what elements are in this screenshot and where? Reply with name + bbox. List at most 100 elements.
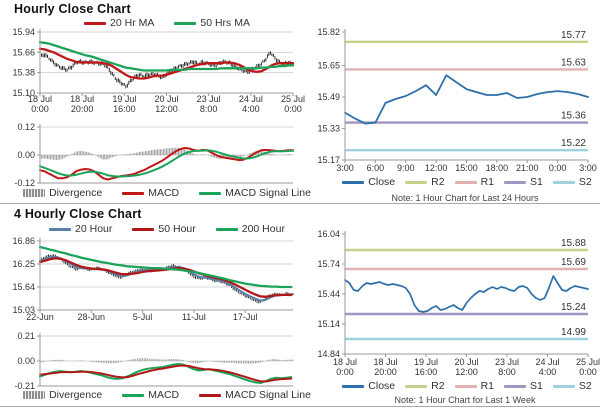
x-axis-tick-label: 16:00 [113,104,136,114]
fourhourly-chart-title: 4 Hourly Close Chart [14,207,142,221]
x-axis-tick-label: 18:00 [486,163,509,173]
x-axis-tick-label: 18 Jul [28,94,52,104]
x-axis-tick-label: 9:00 [397,163,415,173]
line-swatch-icon [552,180,575,184]
legend-item: Close [342,176,395,188]
x-axis-tick-label: 15:00 [455,163,478,173]
legend-label: MACD Signal Line [225,389,311,401]
legend-item: S2 [552,380,592,392]
y-axis-tick-label: 15.17 [317,155,340,165]
legend-item: Close [342,380,395,392]
x-axis-tick-label: 23 Jul [495,357,519,367]
24h-support-resistance-chart: 15.77 15.63 15.36 15.22 15.82 15.65 15.49 15.33… [317,27,597,173]
line-swatch-icon [552,384,575,388]
legend-label: 50 Hrs MA [200,17,250,29]
x-axis-tick-label: 21:00 [516,163,539,173]
x-axis-tick-label: 0:00 [549,163,567,173]
x-axis-tick-label: 5-Jul [133,312,153,322]
x-axis-tick-label: 3:00 [579,163,597,173]
legend-item: 20 Hour [49,223,112,235]
level-label: 15.36 [561,111,586,122]
x-axis-tick-label: 19 Jul [414,357,438,367]
hourly-macd-legend: Divergence MACD MACD Signal Line [0,187,311,199]
legend-item: S1 [504,380,543,392]
line-swatch-icon [122,191,145,195]
week-support-resistance-chart: 15.88 15.69 15.24 14.99 16.04 15.74 15.44 15.14… [317,229,600,377]
legend-item: 20 Hr MA [84,17,154,29]
legend-label: 200 Hour [241,223,285,235]
legend-label: R2 [431,380,445,392]
x-axis-tick-label: 3:00 [336,163,354,173]
legend-label: S1 [530,380,543,392]
line-swatch-icon [405,384,428,388]
y-axis-tick-label: 15.64 [12,282,35,292]
legend-label: 20 Hour [75,223,113,235]
hourly-macd-chart: 0.12 0.00 -0.12 [14,122,294,188]
y-axis-tick-label: 15.14 [317,319,340,329]
legend-label: R1 [480,176,495,188]
histogram-swatch-icon [23,189,46,197]
24h-chart-note: Note: 1 Hour Chart for Last 24 Hours [391,193,539,203]
y-axis-tick-label: 15.49 [317,92,340,102]
legend-label: Divergence [49,389,103,401]
line-swatch-icon [84,21,107,25]
x-axis-tick-label: 18 Jul [70,94,94,104]
level-label: 15.77 [561,30,586,41]
legend-label: R1 [480,380,495,392]
y-axis-tick-label: 15.82 [317,27,340,37]
x-axis-tick-label: 23 Jul [197,94,221,104]
legend-item: MACD Signal Line [199,187,311,199]
x-axis-tick-label: 20 Jul [454,357,478,367]
y-axis-tick-label: 16.04 [317,229,340,239]
histogram-swatch-icon [23,391,46,399]
x-axis-tick-label: 11-Jul [182,312,206,322]
line-swatch-icon [454,384,477,388]
section-divider [0,203,600,204]
legend-item: MACD [122,187,179,199]
legend-label: S2 [578,380,592,392]
x-axis-tick-label: 12:00 [155,104,178,114]
x-axis-tick-label: 0:00 [336,367,354,377]
week-chart-note: Note: 1 Hour Chart for Last 1 Week [394,395,536,405]
fourhourly-macd-chart: 0.21 0.00 -0.21 [14,331,294,391]
x-axis-tick-label: 8:00 [498,367,516,377]
legend-item: Divergence [23,187,102,199]
fourhourly-price-legend: 20 Hour 50 Hour 200 Hour [0,223,300,235]
x-axis-tick-label: 4:00 [539,367,557,377]
y-axis-tick-label: 0.12 [17,122,35,132]
legend-label: Divergence [49,187,103,199]
x-axis-tick-label: 0:00 [579,367,597,377]
bottom-divider [0,406,600,407]
x-axis-tick-label: 19 Jul [112,94,136,104]
x-axis-tick-label: 25 Jul [281,94,305,104]
y-axis-tick-label: 0.00 [17,150,35,160]
legend-item: Divergence [23,389,102,401]
fourhourly-macd-legend: Divergence MACD MACD Signal Line [0,389,311,401]
legend-label: S1 [530,176,543,188]
y-axis-tick-label: 15.65 [317,60,340,70]
y-axis-tick-label: 15.44 [317,289,340,299]
week-chart-legend: Close R2 R1 S1 S2 [300,380,600,392]
y-axis-tick-label: 15.38 [12,68,35,78]
line-swatch-icon [132,227,155,231]
line-swatch-icon [342,384,365,388]
y-axis-tick-label: 15.33 [317,123,340,133]
legend-label: MACD [148,187,180,199]
legend-item: 50 Hrs MA [174,17,250,29]
hourly-chart-title: Hourly Close Chart [14,2,131,16]
line-swatch-icon [49,227,72,231]
y-axis-tick-label: 16.86 [12,236,35,246]
x-axis-tick-label: 20 Jul [154,94,178,104]
line-swatch-icon [504,180,527,184]
hourly-price-legend: 20 Hr MA 50 Hrs MA [0,17,300,29]
legend-item: R1 [454,380,495,392]
x-axis-tick-label: 20:00 [71,104,94,114]
line-swatch-icon [215,227,238,231]
line-swatch-icon [405,180,428,184]
legend-label: 50 Hour [158,223,196,235]
y-axis-tick-label: 15.94 [12,27,35,37]
x-axis-tick-label: 12:00 [455,367,478,377]
level-label: 15.69 [561,257,586,268]
